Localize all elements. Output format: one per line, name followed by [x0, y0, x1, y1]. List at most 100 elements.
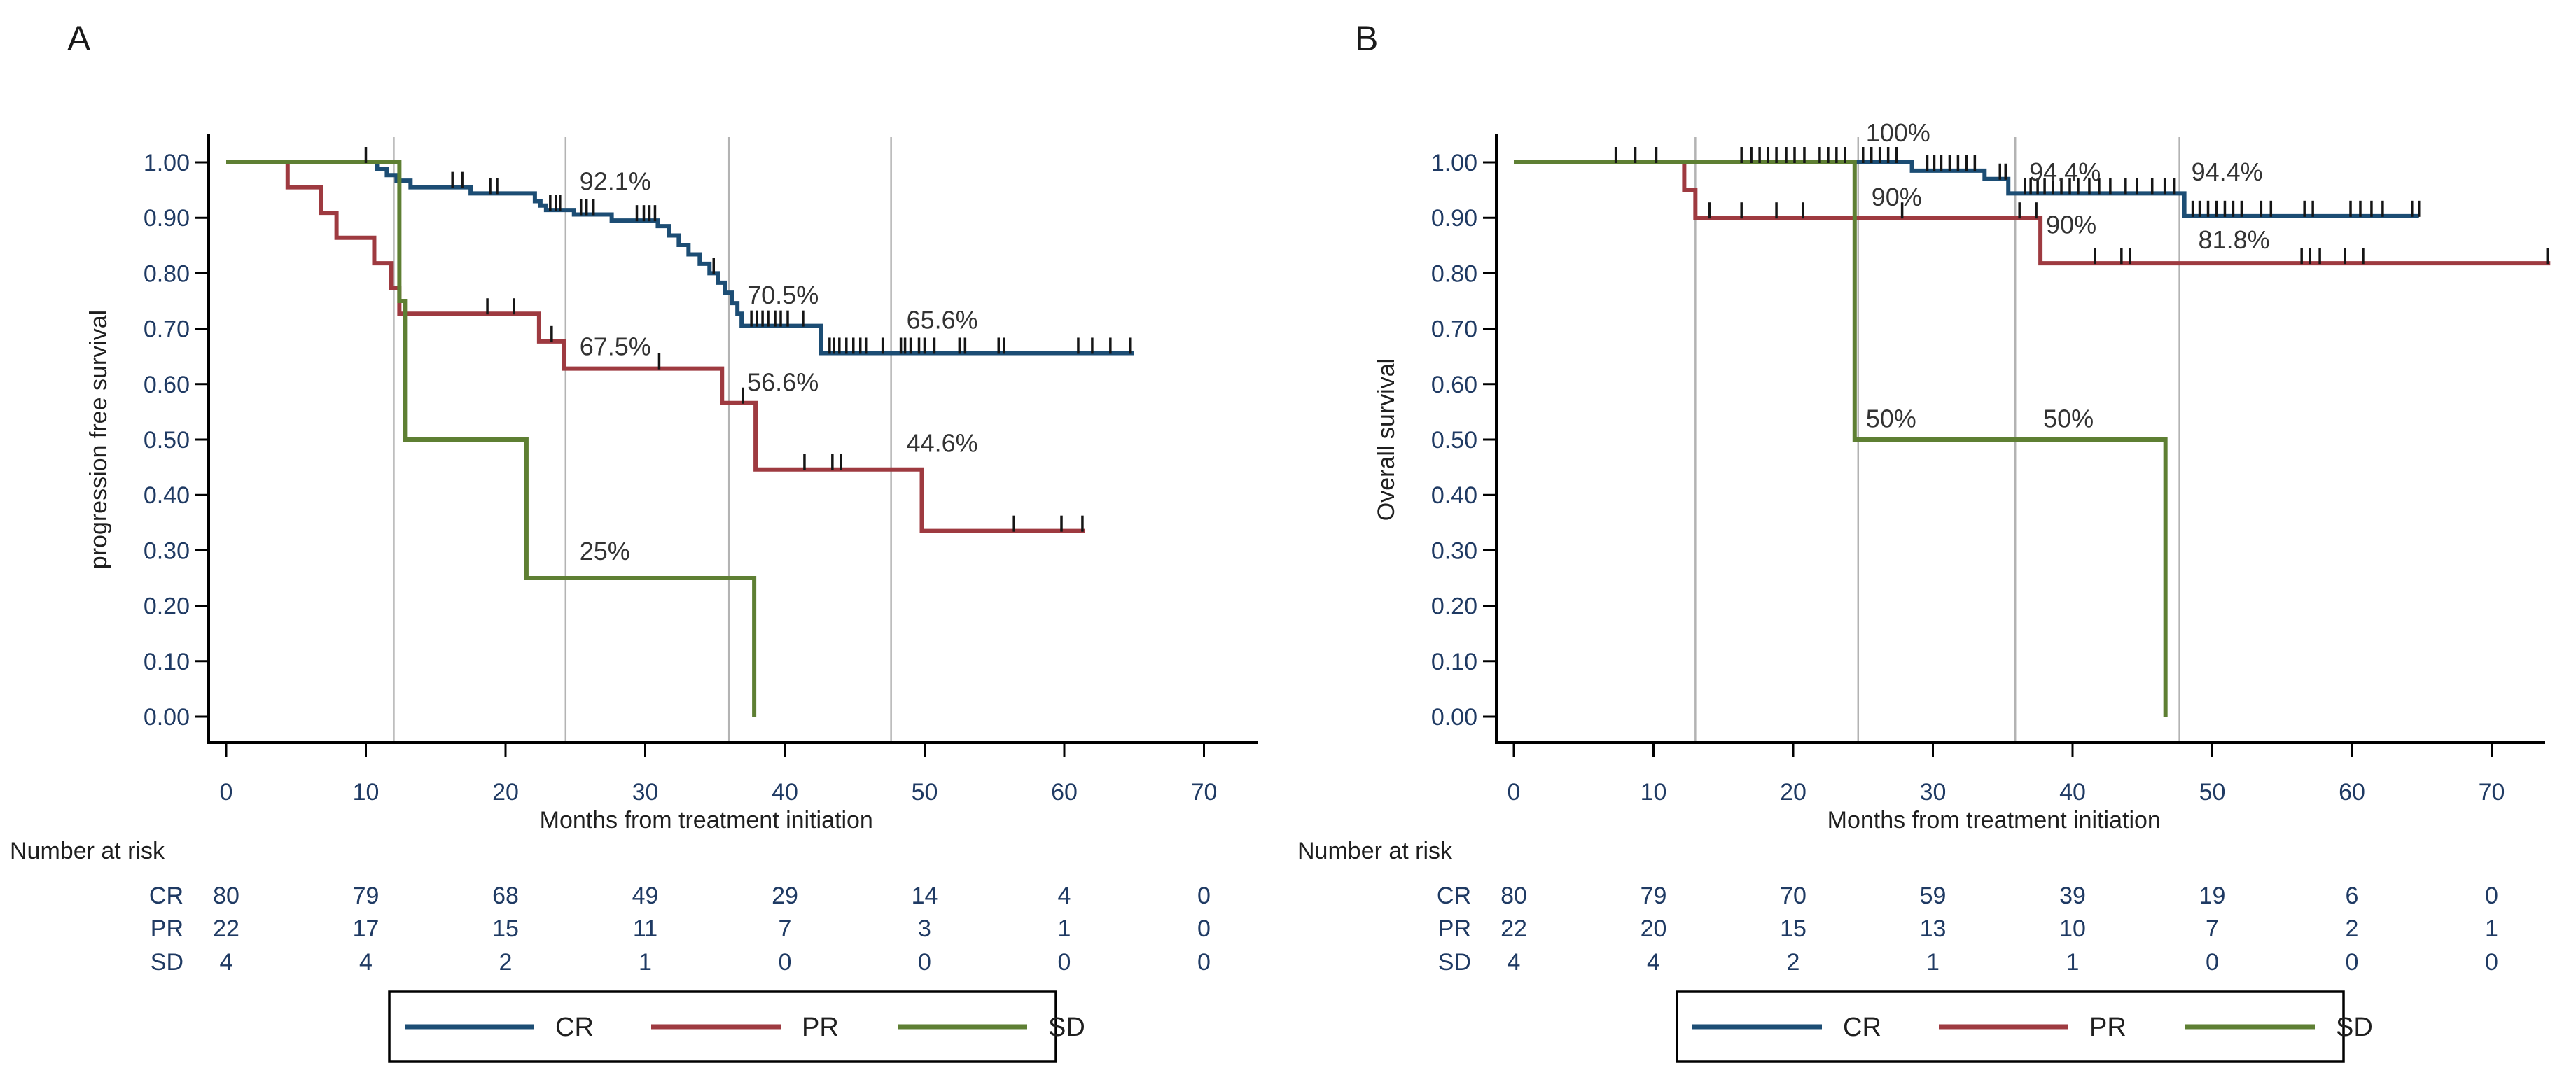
x-tick-label: 40: [2059, 779, 2086, 806]
risk-row-value: 0: [2485, 883, 2498, 909]
risk-row-value: 0: [779, 949, 792, 976]
risk-row-value: 0: [1197, 915, 1211, 942]
risk-row-value: 0: [2206, 949, 2219, 976]
y-tick-label: 0.00: [144, 704, 190, 731]
km-curve-pr: [1514, 160, 2551, 266]
risk-row-value: 0: [918, 949, 931, 976]
y-axis-title: Overall survival: [1373, 358, 1400, 521]
risk-row-value: 4: [220, 949, 233, 976]
legend-label-pr: PR: [802, 1013, 839, 1042]
y-tick-label: 0.40: [1431, 482, 1477, 509]
risk-row-value: 29: [772, 883, 798, 909]
x-tick-label: 70: [1191, 779, 1218, 806]
survival-annotation: 56.6%: [747, 367, 819, 396]
x-tick-label: 10: [1641, 779, 1667, 806]
y-tick-label: 0.70: [144, 316, 190, 343]
risk-row-value: 1: [1058, 915, 1071, 942]
risk-row-value: 2: [499, 949, 513, 976]
y-tick-label: 0.70: [1431, 316, 1477, 343]
risk-row-value: 49: [632, 883, 659, 909]
risk-row-value: 22: [213, 915, 239, 942]
risk-table-title: Number at risk: [1297, 838, 1453, 864]
x-tick-label: 20: [492, 779, 519, 806]
survival-annotation: 94.4%: [2029, 157, 2101, 186]
survival-annotation: 94.4%: [2192, 157, 2263, 186]
survival-annotation: 44.6%: [907, 428, 978, 457]
risk-row-value: 3: [918, 915, 931, 942]
survival-annotation: 70.5%: [747, 281, 819, 309]
risk-row-label: SD: [1438, 949, 1471, 976]
risk-row-value: 79: [1641, 883, 1667, 909]
risk-row-label: SD: [151, 949, 183, 976]
survival-annotation: 90%: [2046, 210, 2096, 239]
risk-row-value: 19: [2199, 883, 2226, 909]
survival-annotation: 65.6%: [907, 306, 978, 335]
risk-row-label: PR: [1438, 915, 1471, 942]
y-tick-label: 0.30: [144, 538, 190, 564]
x-tick-label: 50: [2199, 779, 2226, 806]
km-curve-sd: [226, 160, 757, 717]
risk-row-value: 0: [2346, 949, 2359, 976]
y-tick-label: 0.50: [1431, 427, 1477, 454]
panel-b-chart: B 0.00 0.10 0.20 0.30 0.40 0.50 0.60 0.70 0.80 0.9…: [1297, 19, 2551, 1063]
x-axis-title: Months from treatment initiation: [1827, 807, 2161, 834]
risk-row-label: PR: [151, 915, 183, 942]
legend-label-sd: SD: [1048, 1013, 1085, 1042]
risk-row-value: 39: [2059, 883, 2086, 909]
y-tick-label: 0.10: [144, 649, 190, 675]
survival-annotation: 25%: [580, 537, 630, 565]
y-tick-label: 0.80: [1431, 260, 1477, 287]
panel-letter: A: [67, 19, 91, 58]
panel-overall-survival: B 0.00 0.10 0.20 0.30 0.40 0.50 0.60 0.70 0.80 0.9…: [1288, 0, 2576, 1089]
risk-row-value: 6: [2346, 883, 2359, 909]
panel-a-chart: A 0.00 0.10 0.20 0.30 0.40 0.50 0.60 0.70 0.80 0.9…: [10, 19, 1258, 1063]
risk-row-label: CR: [149, 883, 183, 909]
y-tick-label: 0.60: [144, 372, 190, 398]
risk-row-value: 17: [353, 915, 380, 942]
risk-row-value: 59: [1920, 883, 1947, 909]
km-curve-cr: [226, 160, 1134, 356]
y-tick-label: 0.30: [1431, 538, 1477, 564]
legend-label-cr: CR: [555, 1013, 594, 1042]
x-axis-title: Months from treatment initiation: [540, 807, 873, 834]
survival-annotation: 50%: [1866, 405, 1916, 433]
y-tick-label: 1.00: [144, 150, 190, 176]
y-tick-label: 0.90: [144, 205, 190, 232]
panel-letter: B: [1355, 19, 1378, 58]
risk-row-value: 0: [1197, 883, 1211, 909]
risk-row-value: 7: [2206, 915, 2219, 942]
y-tick-label: 0.10: [1431, 649, 1477, 675]
risk-row-value: 2: [1787, 949, 1800, 976]
x-tick-label: 20: [1780, 779, 1806, 806]
x-tick-label: 0: [1508, 779, 1521, 806]
km-curve-sd: [1514, 160, 2168, 717]
y-tick-label: 0.00: [1431, 704, 1477, 731]
y-tick-label: 0.20: [1431, 593, 1477, 620]
risk-row-value: 15: [1780, 915, 1806, 942]
legend-label-cr: CR: [1843, 1013, 1881, 1042]
survival-annotation: 67.5%: [580, 332, 651, 361]
survival-annotation: 81.8%: [2199, 225, 2270, 254]
panel-progression-free-survival: A 0.00 0.10 0.20 0.30 0.40 0.50 0.60 0.70 0.80 0.9…: [10, 19, 1258, 1063]
risk-table-title: Number at risk: [10, 838, 165, 864]
x-tick-label: 40: [772, 779, 798, 806]
risk-row-value: 4: [1647, 949, 1660, 976]
risk-row-value: 4: [1058, 883, 1071, 909]
y-tick-label: 0.60: [1431, 372, 1477, 398]
risk-row-value: 2: [2346, 915, 2359, 942]
risk-row-value: 13: [1920, 915, 1947, 942]
risk-row-value: 79: [353, 883, 380, 909]
x-tick-label: 70: [2479, 779, 2505, 806]
risk-row-value: 70: [1780, 883, 1806, 909]
y-tick-label: 0.20: [144, 593, 190, 620]
x-tick-label: 60: [1051, 779, 1078, 806]
risk-row-label: CR: [1437, 883, 1471, 909]
survival-annotation: 50%: [2043, 405, 2094, 433]
risk-row-value: 1: [2066, 949, 2080, 976]
survival-annotation: 92.1%: [580, 167, 651, 196]
x-tick-label: 60: [2339, 779, 2365, 806]
y-axis-title: progression free survival: [85, 310, 112, 569]
risk-row-value: 1: [1926, 949, 1940, 976]
survival-annotation: 90%: [1872, 183, 1922, 211]
